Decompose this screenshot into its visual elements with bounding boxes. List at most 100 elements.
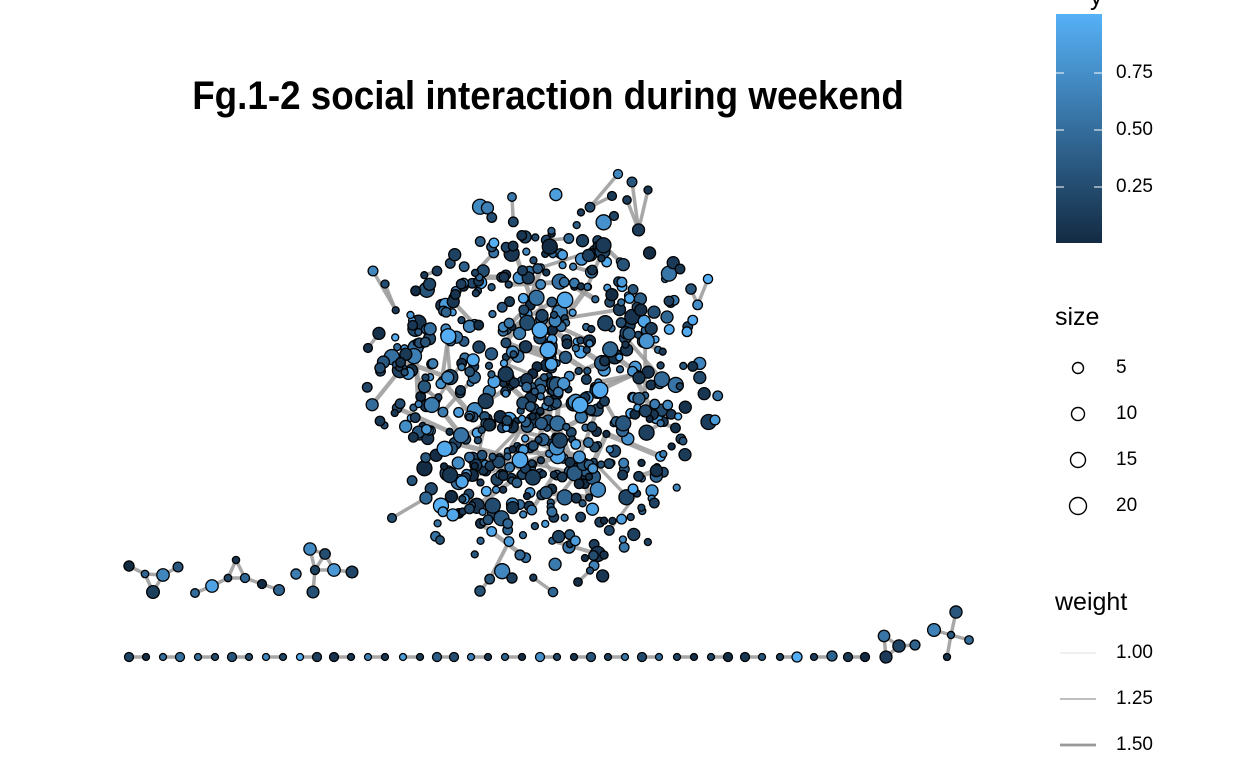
network-node	[622, 327, 636, 341]
network-node	[556, 376, 571, 391]
network-node	[548, 557, 562, 571]
network-node	[539, 341, 557, 359]
network-node	[575, 511, 587, 523]
network-node	[464, 451, 475, 463]
network-node	[570, 438, 582, 450]
network-node	[573, 577, 583, 587]
network-node	[558, 260, 567, 270]
colorbar-tick-label: 0.50	[1116, 119, 1153, 140]
network-node	[589, 481, 607, 498]
network-node	[662, 399, 674, 411]
network-node	[627, 284, 639, 295]
network-node	[616, 513, 628, 525]
network-node	[123, 651, 135, 663]
network-node	[436, 440, 453, 457]
network-node	[660, 310, 674, 324]
network-node	[617, 469, 629, 481]
network-node	[498, 271, 510, 283]
network-node	[226, 651, 238, 663]
network-node	[679, 361, 688, 371]
network-node	[499, 485, 508, 494]
network-node	[190, 588, 200, 598]
network-node	[547, 586, 559, 598]
network-node	[621, 340, 630, 349]
network-node	[535, 279, 547, 290]
network-node	[678, 436, 688, 446]
network-node	[466, 652, 476, 662]
network-node	[681, 326, 693, 338]
network-node	[244, 652, 254, 662]
network-node	[612, 168, 624, 180]
network-node	[568, 262, 578, 271]
network-node	[563, 233, 575, 244]
network-node	[223, 573, 233, 583]
network-node	[591, 381, 609, 399]
network-node	[399, 347, 413, 361]
network-edge	[577, 409, 600, 458]
network-node	[693, 370, 707, 385]
color-legend-title: y	[1090, 0, 1103, 12]
network-node	[140, 569, 150, 579]
network-node	[585, 502, 600, 516]
network-node	[500, 337, 512, 349]
network-node	[702, 273, 714, 285]
network-node	[346, 652, 356, 662]
network-node	[603, 524, 615, 536]
network-node	[446, 508, 460, 522]
network-node	[551, 529, 566, 544]
network-node	[618, 457, 630, 469]
network-node	[512, 326, 527, 341]
network-node	[549, 187, 563, 202]
network-node	[483, 652, 493, 662]
network-node	[556, 291, 574, 309]
network-node	[423, 322, 437, 336]
network-node	[519, 340, 533, 354]
network-node	[608, 516, 617, 526]
network-node	[386, 512, 398, 524]
network-node	[372, 326, 386, 341]
network-node	[667, 442, 676, 451]
network-node	[328, 651, 340, 663]
network-node	[464, 503, 475, 515]
network-node	[422, 277, 437, 291]
network-node	[618, 489, 635, 506]
network-node	[672, 652, 682, 662]
network-node	[566, 465, 583, 482]
network-node	[791, 651, 803, 663]
network-node	[239, 572, 251, 584]
network-node	[580, 553, 590, 563]
network-node	[584, 201, 596, 213]
weight-legend-label: 1.25	[1116, 688, 1153, 709]
network-node	[942, 652, 952, 662]
network-node	[583, 366, 592, 376]
weight-legend-label: 1.50	[1116, 734, 1153, 755]
network-node	[946, 630, 956, 640]
network-node	[455, 475, 469, 489]
network-node	[466, 353, 480, 367]
network-node	[644, 321, 658, 336]
network-node	[574, 366, 583, 376]
network-node	[470, 550, 479, 559]
network-node	[632, 371, 646, 385]
network-node	[445, 427, 454, 436]
network-node	[517, 414, 527, 424]
network-node	[576, 282, 586, 291]
colorbar	[1056, 14, 1102, 243]
network-node	[497, 470, 509, 482]
network-node	[678, 400, 692, 414]
network-node	[599, 550, 609, 560]
network-node	[158, 652, 168, 662]
network-node	[571, 396, 589, 414]
network-node	[374, 362, 386, 374]
network-node	[606, 190, 618, 202]
network-node	[473, 319, 485, 331]
network-node	[524, 469, 542, 486]
network-node	[406, 475, 418, 487]
network-node	[546, 506, 558, 518]
network-node	[507, 240, 519, 252]
network-node	[522, 247, 531, 256]
network-node	[407, 319, 419, 331]
network-node	[527, 440, 539, 452]
network-node	[663, 295, 675, 307]
network-node	[685, 283, 697, 295]
